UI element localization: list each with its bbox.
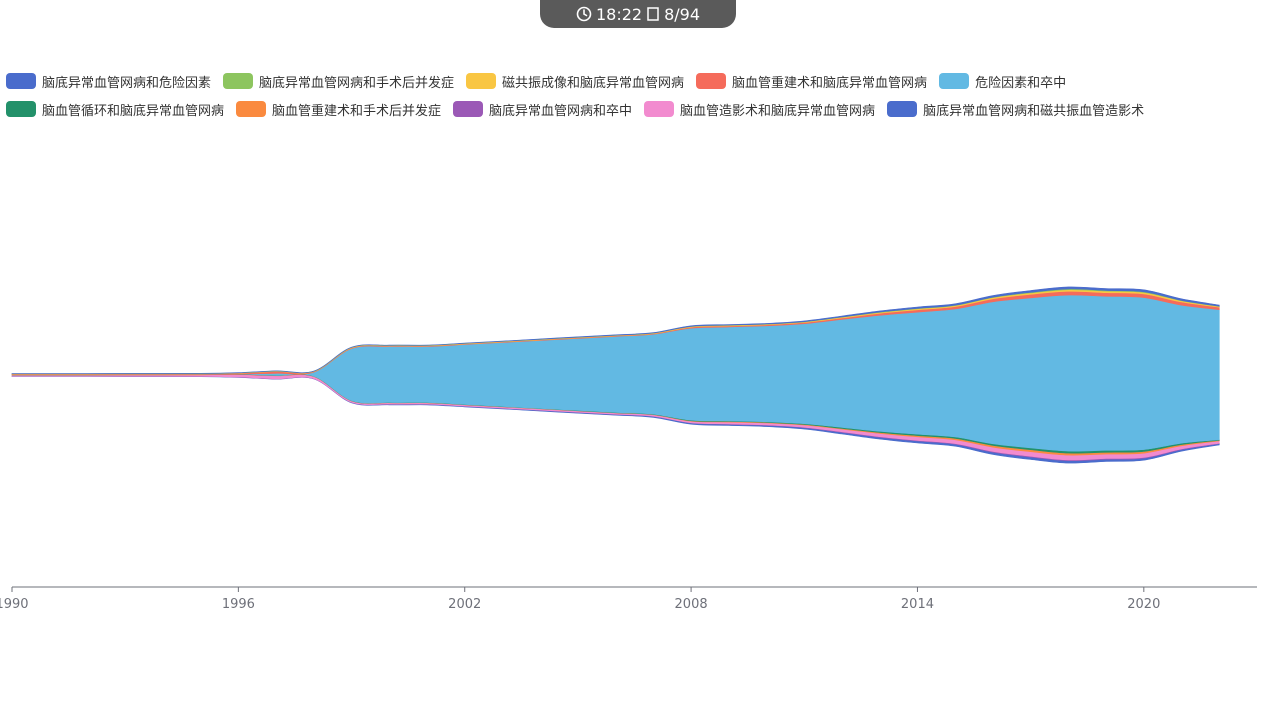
x-tick-label: 1996 [222, 597, 255, 612]
legend-swatch [644, 101, 675, 117]
stream-series-area[interactable] [11, 286, 1220, 375]
x-tick-label: 2008 [675, 597, 708, 612]
legend-item[interactable]: 脑血管重建术和脑底异常血管网病 [696, 72, 927, 91]
legend-label: 脑血管重建术和脑底异常血管网病 [732, 75, 928, 91]
legend-swatch [939, 73, 970, 89]
status-page: 8/94 [664, 4, 701, 24]
x-tick-label: 1990 [0, 597, 29, 612]
chart-legend: 脑底异常血管网病和危险因素 脑底异常血管网病和手术后并发症 磁共振成像和脑底异常血管… [6, 68, 1276, 122]
legend-item[interactable]: 脑血管重建术和手术后并发症 [236, 100, 441, 119]
legend-item[interactable]: 脑底异常血管网病和卒中 [453, 100, 632, 119]
x-tick-label: 2014 [901, 597, 934, 612]
clock-icon [576, 6, 592, 22]
legend-label: 脑底异常血管网病和危险因素 [42, 75, 212, 91]
legend-swatch [6, 101, 36, 117]
legend-item[interactable]: 磁共振成像和脑底异常血管网病 [466, 72, 684, 91]
legend-swatch [236, 101, 267, 117]
status-time: 18:22 [595, 4, 643, 24]
legend-item[interactable]: 危险因素和卒中 [939, 72, 1066, 91]
legend-swatch [466, 73, 497, 89]
legend-swatch [6, 73, 36, 89]
x-tick-label: 2002 [448, 597, 481, 612]
legend-label: 脑底异常血管网病和磁共振血管造影术 [923, 103, 1145, 119]
legend-item[interactable]: 脑底异常血管网病和手术后并发症 [223, 72, 454, 91]
legend-item[interactable]: 脑血管循环和脑底异常血管网病 [6, 100, 224, 119]
legend-label: 危险因素和卒中 [975, 75, 1067, 91]
stream-layers [11, 286, 1220, 464]
legend-swatch [453, 101, 484, 117]
legend-label: 脑底异常血管网病和卒中 [489, 103, 633, 119]
page-icon [647, 7, 659, 21]
legend-item[interactable]: 脑底异常血管网病和危险因素 [6, 72, 211, 91]
legend-item[interactable]: 脑底异常血管网病和磁共振血管造影术 [887, 100, 1144, 119]
legend-item[interactable]: 脑血管造影术和脑底异常血管网病 [644, 100, 875, 119]
legend-label: 磁共振成像和脑底异常血管网病 [502, 75, 685, 91]
legend-swatch [887, 101, 918, 117]
legend-label: 脑血管造影术和脑底异常血管网病 [680, 103, 876, 119]
status-pill: 18:22 8/94 [540, 0, 736, 28]
legend-label: 脑血管重建术和手术后并发症 [272, 103, 442, 119]
legend-label: 脑底异常血管网病和手术后并发症 [259, 75, 455, 91]
x-tick-label: 2020 [1127, 597, 1160, 612]
legend-row: 脑血管循环和脑底异常血管网病 脑血管重建术和手术后并发症 脑底异常血管网病和卒中 脑血… [6, 98, 1156, 120]
legend-label: 脑血管循环和脑底异常血管网病 [42, 103, 225, 119]
legend-swatch [223, 73, 254, 89]
legend-swatch [696, 73, 727, 89]
legend-row: 脑底异常血管网病和危险因素 脑底异常血管网病和手术后并发症 磁共振成像和脑底异常血管… [6, 70, 1078, 92]
